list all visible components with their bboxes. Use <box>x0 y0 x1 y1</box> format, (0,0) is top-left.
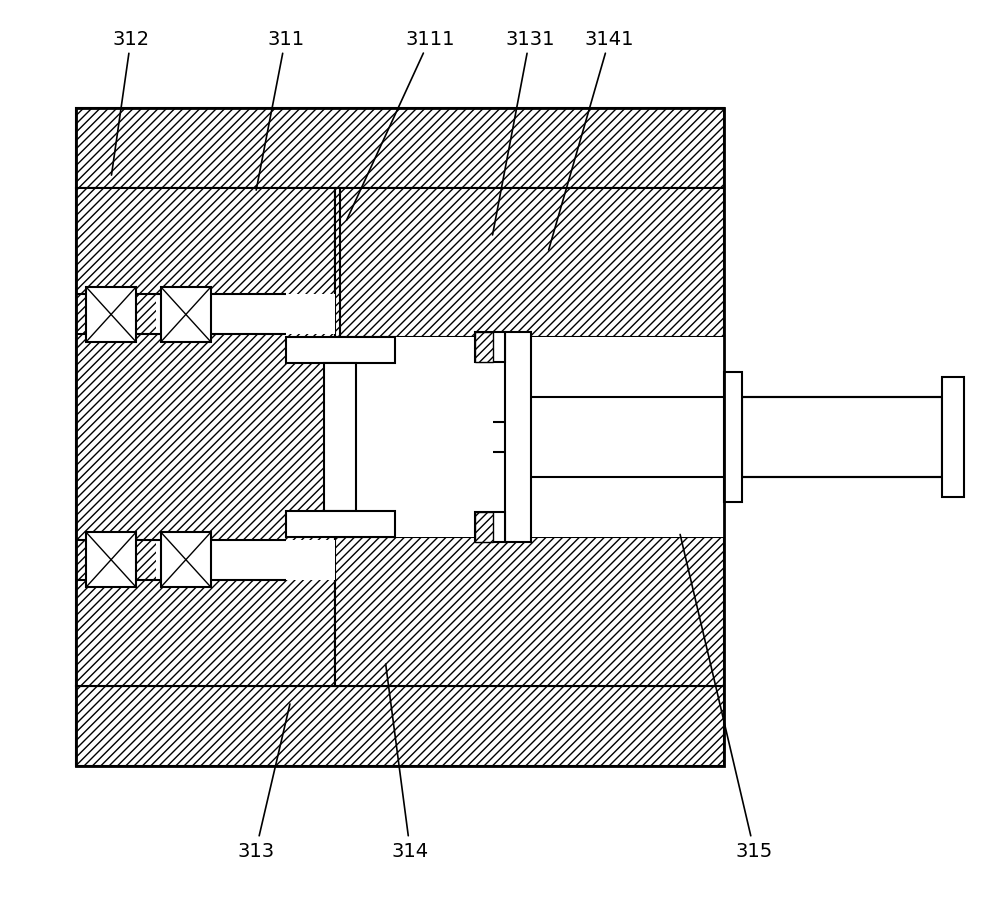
Bar <box>76 189 335 686</box>
Bar <box>286 511 395 537</box>
Bar <box>475 512 493 542</box>
Text: 3111: 3111 <box>347 30 455 221</box>
Bar <box>161 533 211 587</box>
Bar <box>724 373 742 502</box>
Bar <box>505 333 531 542</box>
Bar <box>86 533 136 587</box>
Text: 315: 315 <box>680 535 773 861</box>
Bar <box>86 288 136 343</box>
Bar <box>286 338 395 364</box>
Bar <box>335 189 724 338</box>
Bar <box>475 333 493 363</box>
Bar <box>324 364 356 511</box>
Bar <box>335 338 724 537</box>
Text: 313: 313 <box>237 704 290 861</box>
Text: 312: 312 <box>111 30 150 176</box>
Bar <box>76 109 724 766</box>
Text: 3131: 3131 <box>493 30 555 235</box>
Bar <box>161 288 211 343</box>
Text: 311: 311 <box>256 30 304 191</box>
Bar <box>76 109 724 189</box>
Text: 3141: 3141 <box>549 30 634 251</box>
Bar <box>156 540 335 580</box>
Bar <box>742 398 942 477</box>
Bar <box>156 295 335 335</box>
Text: 314: 314 <box>386 665 429 861</box>
Bar <box>76 686 724 766</box>
Bar <box>942 378 964 497</box>
Bar <box>475 333 505 363</box>
Bar <box>475 512 505 542</box>
Bar <box>335 537 724 686</box>
